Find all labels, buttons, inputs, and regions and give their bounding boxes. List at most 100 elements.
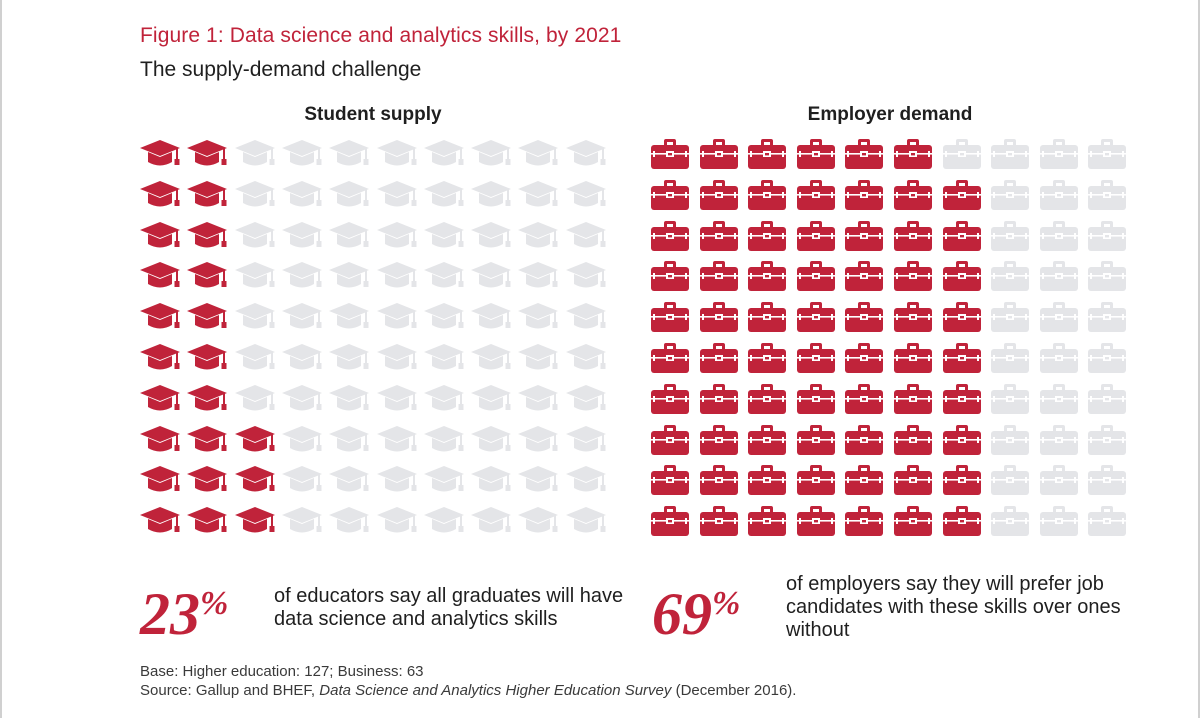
briefcase-icon <box>844 383 884 420</box>
briefcase-icon <box>1039 464 1079 501</box>
briefcase-icon <box>747 383 787 420</box>
briefcase-icon <box>747 179 787 216</box>
briefcase-icon <box>893 179 933 216</box>
student-supply-title: Student supply <box>304 104 442 125</box>
briefcase-icon <box>942 260 982 297</box>
graduation-cap-icon <box>422 383 466 422</box>
graduation-cap-icon <box>422 220 466 259</box>
briefcase-icon <box>650 505 690 542</box>
graduation-cap-icon <box>185 301 229 340</box>
briefcase-icon <box>796 505 836 542</box>
briefcase-icon <box>990 505 1030 542</box>
graduation-cap-icon <box>233 505 277 544</box>
graduation-cap-icon <box>138 424 182 463</box>
graduation-cap-icon <box>516 301 560 340</box>
briefcase-icon <box>893 220 933 257</box>
graduation-cap-icon <box>233 424 277 463</box>
graduation-cap-icon <box>422 424 466 463</box>
briefcase-icon <box>942 342 982 379</box>
briefcase-icon <box>942 424 982 461</box>
briefcase-icon <box>990 383 1030 420</box>
graduation-cap-icon <box>564 138 608 177</box>
graduation-cap-icon <box>564 220 608 259</box>
briefcase-icon <box>844 342 884 379</box>
briefcase-icon <box>1087 220 1127 257</box>
briefcase-icon <box>650 383 690 420</box>
supply-percent-number: 23 <box>140 581 200 647</box>
briefcase-icon <box>699 138 739 175</box>
graduation-cap-icon <box>422 260 466 299</box>
graduation-cap-icon <box>280 464 324 503</box>
briefcase-icon <box>747 220 787 257</box>
briefcase-icon <box>699 342 739 379</box>
graduation-cap-icon <box>422 179 466 218</box>
demand-statement: of employers say they will prefer job ca… <box>786 573 1121 641</box>
graduation-cap-icon <box>564 383 608 422</box>
graduation-cap-icon <box>327 220 371 259</box>
briefcase-icon <box>1039 138 1079 175</box>
briefcase-icon <box>844 220 884 257</box>
graduation-cap-icon <box>327 138 371 177</box>
graduation-cap-icon <box>469 138 513 177</box>
demand-percent-sign: % <box>712 585 741 622</box>
graduation-cap-icon <box>327 179 371 218</box>
briefcase-icon <box>1087 342 1127 379</box>
graduation-cap-icon <box>564 179 608 218</box>
graduation-cap-icon <box>233 220 277 259</box>
briefcase-icon <box>1087 505 1127 542</box>
briefcase-icon <box>893 138 933 175</box>
briefcase-icon <box>893 505 933 542</box>
briefcase-icon <box>747 301 787 338</box>
demand-percent-number: 69 <box>652 581 712 647</box>
briefcase-icon <box>893 383 933 420</box>
graduation-cap-icon <box>375 301 419 340</box>
briefcase-icon <box>747 424 787 461</box>
graduation-cap-icon <box>469 424 513 463</box>
briefcase-icon <box>844 505 884 542</box>
briefcase-icon <box>699 383 739 420</box>
graduation-cap-icon <box>233 383 277 422</box>
graduation-cap-icon <box>280 342 324 381</box>
briefcase-icon <box>893 301 933 338</box>
graduation-cap-icon <box>422 505 466 544</box>
briefcase-icon <box>747 464 787 501</box>
graduation-cap-icon <box>280 179 324 218</box>
graduation-cap-icon <box>516 220 560 259</box>
graduation-cap-icon <box>469 179 513 218</box>
graduation-cap-icon <box>233 138 277 177</box>
graduation-cap-icon <box>280 260 324 299</box>
briefcase-icon <box>893 342 933 379</box>
graduation-cap-icon <box>185 464 229 503</box>
right-border <box>1198 0 1200 718</box>
graduation-cap-icon <box>516 260 560 299</box>
graduation-cap-icon <box>138 260 182 299</box>
briefcase-icon <box>796 424 836 461</box>
supply-statement: of educators say all graduates will have… <box>274 585 624 630</box>
briefcase-icon <box>650 464 690 501</box>
briefcase-icon <box>1087 424 1127 461</box>
briefcase-icon <box>893 260 933 297</box>
briefcase-icon <box>650 424 690 461</box>
graduation-cap-icon <box>138 464 182 503</box>
graduation-cap-icon <box>469 383 513 422</box>
briefcase-icon <box>990 464 1030 501</box>
briefcase-icon <box>699 260 739 297</box>
left-border <box>0 0 2 718</box>
supply-percent: 23% <box>140 584 228 644</box>
graduation-cap-icon <box>564 505 608 544</box>
source-prefix: Source: Gallup and BHEF, <box>140 682 320 699</box>
graduation-cap-icon <box>422 138 466 177</box>
briefcase-icon <box>1087 179 1127 216</box>
briefcase-icon <box>699 505 739 542</box>
graduation-cap-icon <box>375 179 419 218</box>
graduation-cap-icon <box>516 383 560 422</box>
graduation-cap-icon <box>233 342 277 381</box>
graduation-cap-icon <box>185 342 229 381</box>
briefcase-icon <box>844 179 884 216</box>
graduation-cap-icon <box>327 301 371 340</box>
graduation-cap-icon <box>375 464 419 503</box>
briefcase-icon <box>747 342 787 379</box>
graduation-cap-icon <box>375 505 419 544</box>
graduation-cap-icon <box>138 138 182 177</box>
source-note: Source: Gallup and BHEF, Data Science an… <box>140 682 796 699</box>
